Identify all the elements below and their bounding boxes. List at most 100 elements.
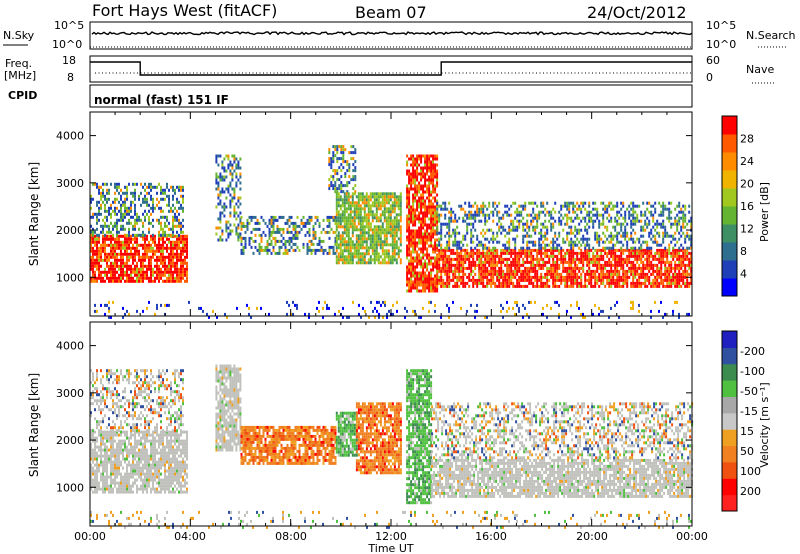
echo-cell [296,224,299,228]
echo-cell [454,240,457,244]
echo-cell [516,260,519,264]
echo-cell [140,273,142,277]
echo-cell [361,261,364,265]
echo-cell [492,219,495,223]
echo-cell [353,210,356,214]
echo-cell [638,248,641,252]
echo-cell [420,196,423,200]
echo-cell [462,275,465,279]
echo-cell [624,210,627,214]
echo-cell [116,197,118,201]
echo-cell [158,249,160,253]
echo-cell [680,266,683,270]
echo-cell [460,240,463,244]
echo-cell [644,263,647,267]
echo-cell [432,169,435,173]
echo-cell [436,269,439,273]
echo-cell [650,260,653,264]
echo-cell [410,214,413,218]
echo-cell [174,212,176,216]
echo-cell [426,262,429,266]
echo-cell [399,258,402,262]
echo-cell [568,207,571,211]
echo-cell [434,157,437,161]
echo-cell [564,222,567,226]
echo-cell [486,257,489,261]
echo-cell [496,260,499,264]
echo-cell [168,233,170,237]
echo-cell [614,263,617,267]
echo-cell [476,281,479,285]
echo-cell [385,237,388,241]
echo-cell [98,273,100,277]
echo-cell [144,252,146,256]
echo-cell [410,271,413,275]
echo-cell [486,278,489,282]
echo-cell [646,246,649,250]
echo-cell [630,222,633,226]
echo-cell [94,261,96,265]
echo-cell [180,224,182,228]
echo-cell [126,206,128,210]
echo-cell [414,172,417,176]
echo-cell [428,199,431,203]
echo-cell [456,251,459,255]
echo-cell [544,272,547,276]
echo-cell [406,268,409,272]
echo-cell [566,269,569,273]
echo-cell [642,234,645,238]
echo-cell [642,240,645,244]
echo-cell [426,274,429,278]
echo-cell [326,218,329,222]
echo-cell [92,249,94,253]
echo-cell [114,182,116,186]
echo-cell [440,257,443,261]
echo-cell [240,239,243,243]
echo-cell [239,181,242,185]
echo-cell [490,284,493,288]
echo-cell [522,237,525,241]
echo-cell [554,201,557,205]
echo-cell [94,182,96,186]
echo-cell [572,257,575,261]
echo-cell [458,278,461,282]
echo-cell [182,249,184,253]
echo-cell [114,246,116,250]
echo-cell [100,252,102,256]
echo-cell [373,240,376,244]
echo-cell [612,248,615,252]
echo-cell [100,224,102,228]
echo-cell [532,281,535,285]
echo-cell [347,258,350,262]
echo-cell [562,248,565,252]
echo-cell [494,281,497,285]
echo-cell [268,248,271,252]
echo-cell [528,269,531,273]
echo-cell [418,202,421,206]
echo-cell [320,230,323,234]
echo-cell [556,248,559,252]
echo-cell [152,206,154,210]
nave-label: Nave [746,63,774,76]
echo-cell [182,197,184,201]
echo-cell [168,261,170,265]
echo-cell [430,229,433,233]
echo-cell [391,201,394,205]
echo-cell [132,258,134,262]
echo-cell [367,234,370,238]
echo-cell [231,154,234,158]
echo-cell [668,266,671,270]
echo-cell [492,204,495,208]
echo-cell [524,222,527,226]
echo-cell [426,286,429,290]
echo-cell [363,213,366,217]
echo-cell [146,237,148,241]
echo-cell [480,251,483,255]
echo-cell [298,224,301,228]
echo-cell [526,234,529,238]
echo-cell [106,264,108,268]
echo-cell [379,240,382,244]
echo-cell [373,192,376,196]
echo-cell [538,260,541,264]
echo-cell [554,269,557,273]
